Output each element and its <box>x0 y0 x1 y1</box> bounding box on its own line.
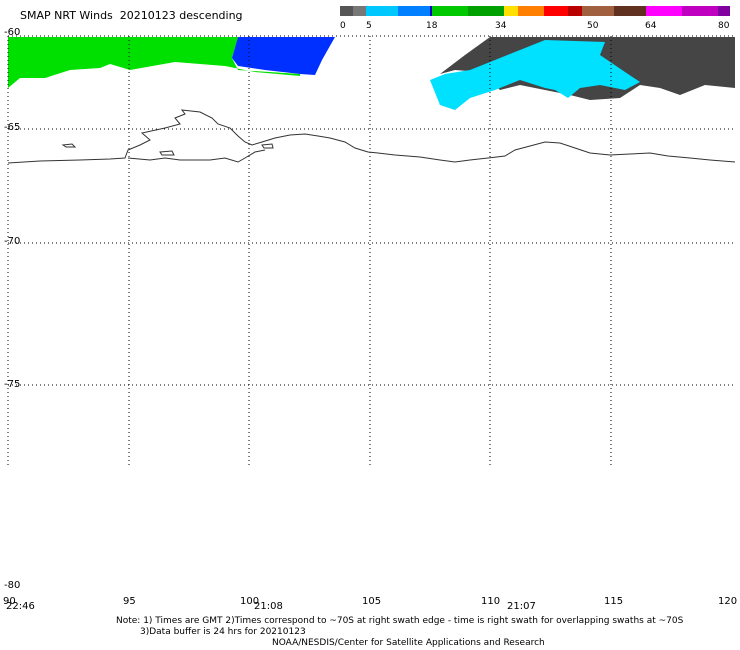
colorbar <box>340 6 730 16</box>
swath-cyan <box>430 40 640 110</box>
swath-blue <box>232 37 335 75</box>
colorbar-segment <box>468 6 504 16</box>
lon-label: 110 <box>481 596 501 607</box>
time-label: 21:07 <box>507 601 536 612</box>
colorbar-segment <box>718 6 730 16</box>
lat-label: -80 <box>4 580 21 591</box>
colorbar-segment <box>430 6 432 16</box>
colorbar-segment <box>518 6 544 16</box>
time-label: 21:08 <box>254 601 283 612</box>
lat-label: -75 <box>4 379 21 390</box>
colorbar-segment <box>582 6 614 16</box>
swath-green <box>8 37 300 88</box>
colorbar-segment <box>544 6 568 16</box>
coastline-main <box>7 109 736 164</box>
colorbar-label-0: 0 <box>340 21 346 31</box>
grid-lines <box>7 35 735 465</box>
colorbar-segment <box>568 6 582 16</box>
coastline <box>7 109 736 164</box>
colorbar-label-34: 34 <box>495 21 507 31</box>
lon-label: 100 <box>240 596 260 607</box>
colorbar-segment <box>353 6 366 16</box>
coastline-island <box>61 143 77 148</box>
colorbar-label-50: 50 <box>587 21 599 31</box>
colorbar-segment <box>614 6 646 16</box>
footer-note-line3: NOAA/NESDIS/Center for Satellite Applica… <box>272 638 545 648</box>
lat-label: -60 <box>4 27 21 38</box>
lon-label: 90 <box>3 596 16 607</box>
coastline-island <box>159 150 175 156</box>
colorbar-segment <box>366 6 398 16</box>
footer-note-line2: 3)Data buffer is 24 hrs for 20210123 <box>140 627 306 637</box>
time-label: 22:46 <box>6 601 35 612</box>
colorbar-segment <box>682 6 718 16</box>
lon-label: 105 <box>362 596 382 607</box>
colorbar-label-64: 64 <box>645 21 657 31</box>
colorbar-label-18: 18 <box>426 21 438 31</box>
colorbar-segment <box>504 6 518 16</box>
colorbar-segment <box>432 6 468 16</box>
swath-dark-gray-patch <box>620 48 650 66</box>
colorbar-segment <box>398 6 430 16</box>
lon-label: 120 <box>718 596 738 607</box>
footer-note-line1: Note: 1) Times are GMT 2)Times correspon… <box>116 616 684 626</box>
colorbar-label-80: 80 <box>718 21 730 31</box>
lat-label: -65 <box>4 122 21 133</box>
coastline-inner <box>127 149 266 163</box>
colorbar-segment <box>646 6 682 16</box>
colorbar-label-5: 5 <box>366 21 372 31</box>
colorbar-segment <box>340 6 353 16</box>
title: SMAP NRT Winds 20210123 descending <box>20 9 243 22</box>
lon-label: 115 <box>604 596 624 607</box>
coastline-island <box>261 143 274 149</box>
lat-label: -70 <box>4 236 21 247</box>
lon-label: 95 <box>123 596 136 607</box>
